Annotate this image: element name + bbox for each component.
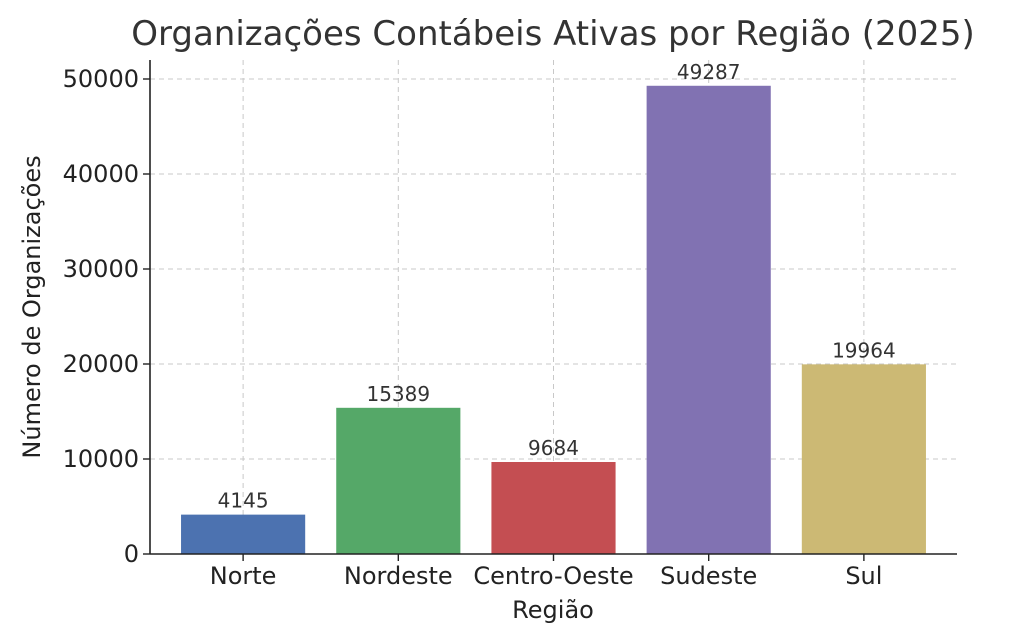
bar-nordeste [336,407,461,554]
bar-norte [181,514,306,554]
x-tick-label: Norte [210,562,277,590]
x-tick-label: Nordeste [344,562,453,590]
bar-centro-oeste [491,462,616,554]
bar-value-label: 4145 [218,489,269,513]
y-tick-label: 40000 [63,160,139,188]
y-tick-label: 50000 [63,65,139,93]
x-axis-label: Região [512,596,594,624]
y-tick-label: 20000 [63,350,139,378]
bar-value-label: 9684 [528,436,579,460]
x-tick-label: Sudeste [660,562,757,590]
y-tick-label: 10000 [63,445,139,473]
y-tick-label: 0 [124,540,139,568]
bar-value-label: 15389 [366,382,430,406]
chart-title: Organizações Contábeis Ativas por Região… [131,14,975,54]
bar-sul [801,364,926,554]
x-tick-label: Centro-Oeste [473,562,633,590]
y-axis-label: Número de Organizações [18,155,46,458]
bar-sudeste [646,85,771,554]
bar-value-label: 19964 [832,338,896,362]
x-ticks: Norte Nordeste Centro-Oeste Sudeste Sul [210,554,882,590]
bars [181,85,926,554]
y-tick-label: 30000 [63,255,139,283]
y-ticks: 0 10000 20000 30000 40000 50000 [63,65,150,568]
data-labels: 4145 15389 9684 49287 19964 [218,60,896,513]
x-tick-label: Sul [845,562,882,590]
bar-value-label: 49287 [677,60,741,84]
